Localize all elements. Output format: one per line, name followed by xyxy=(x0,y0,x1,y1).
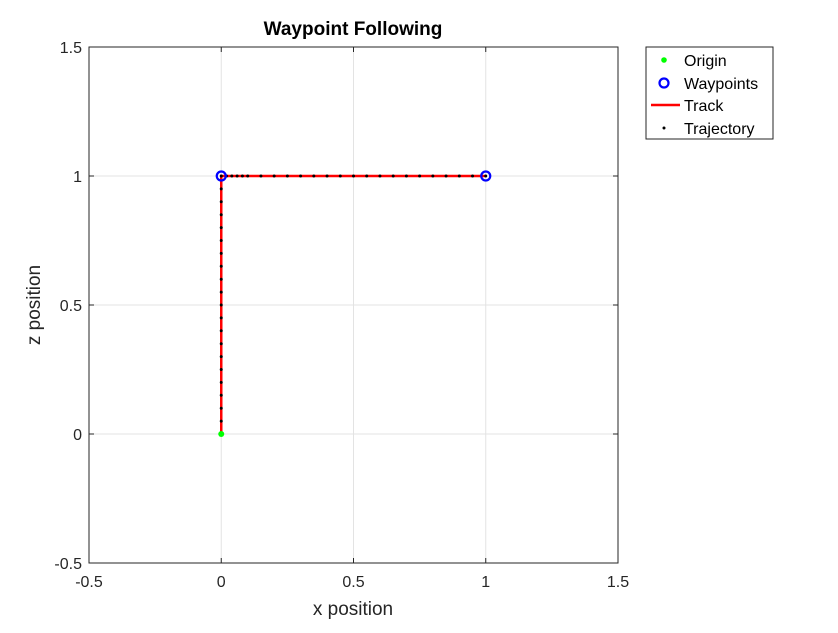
trajectory-point xyxy=(219,174,223,178)
y-axis-label: z position xyxy=(24,265,45,345)
x-tick-label: 0 xyxy=(217,574,226,591)
trajectory-point xyxy=(230,174,234,178)
legend-origin-marker xyxy=(661,57,667,63)
trajectory-point xyxy=(219,380,223,384)
x-tick-label: 1.5 xyxy=(607,574,629,591)
trajectory-point xyxy=(219,277,223,281)
trajectory-point xyxy=(219,264,223,268)
legend-label-track: Track xyxy=(684,98,724,115)
trajectory-point xyxy=(219,368,223,371)
trajectory-point xyxy=(246,174,250,178)
trajectory-point xyxy=(219,419,223,423)
waypoint-marker xyxy=(215,170,227,182)
legend-waypoints-marker xyxy=(658,77,670,89)
waypoint-marker xyxy=(480,170,492,182)
trajectory-point xyxy=(259,174,263,178)
plot-area: -0.5 0 0.5 1 1.5 -0.5 0 0.5 1 1.5 xyxy=(54,40,629,591)
chart-title: Waypoint Following xyxy=(264,19,443,40)
trajectory-point xyxy=(219,393,223,397)
trajectory-point xyxy=(285,174,289,178)
trajectory-point xyxy=(299,174,303,178)
trajectory-point xyxy=(338,174,342,178)
origin-point xyxy=(218,431,225,437)
trajectory-point xyxy=(378,174,382,178)
trajectory-point xyxy=(471,174,475,178)
trajectory-point xyxy=(431,174,435,178)
trajectory-point xyxy=(219,213,223,217)
x-axis-label: x position xyxy=(313,599,393,620)
trajectory-point xyxy=(219,342,223,346)
legend-box xyxy=(645,46,774,140)
trajectory-point xyxy=(352,174,355,178)
trajectory-point xyxy=(312,174,316,178)
trajectory-point xyxy=(240,174,244,178)
y-tick-label: 1 xyxy=(73,169,82,186)
x-tick-label: 0.5 xyxy=(342,574,364,591)
legend-trajectory-marker xyxy=(662,126,666,130)
trajectory-point xyxy=(219,329,223,333)
trajectory-point xyxy=(444,174,448,178)
trajectory-point xyxy=(219,355,223,359)
trajectory-point xyxy=(365,174,369,178)
legend: Origin Waypoints Track Trajectory xyxy=(645,46,774,140)
trajectory-point xyxy=(219,290,223,294)
y-tick-label: 1.5 xyxy=(60,40,82,57)
trajectory-point xyxy=(418,174,422,178)
x-tick-label: -0.5 xyxy=(75,574,103,591)
trajectory-point xyxy=(219,316,223,320)
trajectory-point xyxy=(484,174,488,178)
trajectory-point xyxy=(391,174,395,178)
trajectory-point xyxy=(325,174,329,178)
trajectory-point xyxy=(272,174,276,178)
legend-label-trajectory: Trajectory xyxy=(684,121,755,138)
y-tick-label: 0 xyxy=(73,427,82,444)
trajectory-point xyxy=(219,200,223,204)
y-tick-label: 0.5 xyxy=(60,298,82,315)
x-tick-label: 1 xyxy=(481,574,490,591)
legend-label-origin: Origin xyxy=(684,53,727,70)
trajectory-point xyxy=(219,226,223,230)
trajectory-point xyxy=(219,187,223,191)
legend-label-waypoints: Waypoints xyxy=(684,76,758,93)
trajectory-point xyxy=(457,174,461,178)
trajectory-point xyxy=(219,251,223,255)
y-tick-label: -0.5 xyxy=(54,556,82,573)
trajectory-point xyxy=(235,174,239,178)
trajectory-point xyxy=(219,303,223,307)
trajectory-point xyxy=(404,174,408,178)
trajectory-point xyxy=(219,406,223,410)
trajectory-point xyxy=(219,239,223,242)
